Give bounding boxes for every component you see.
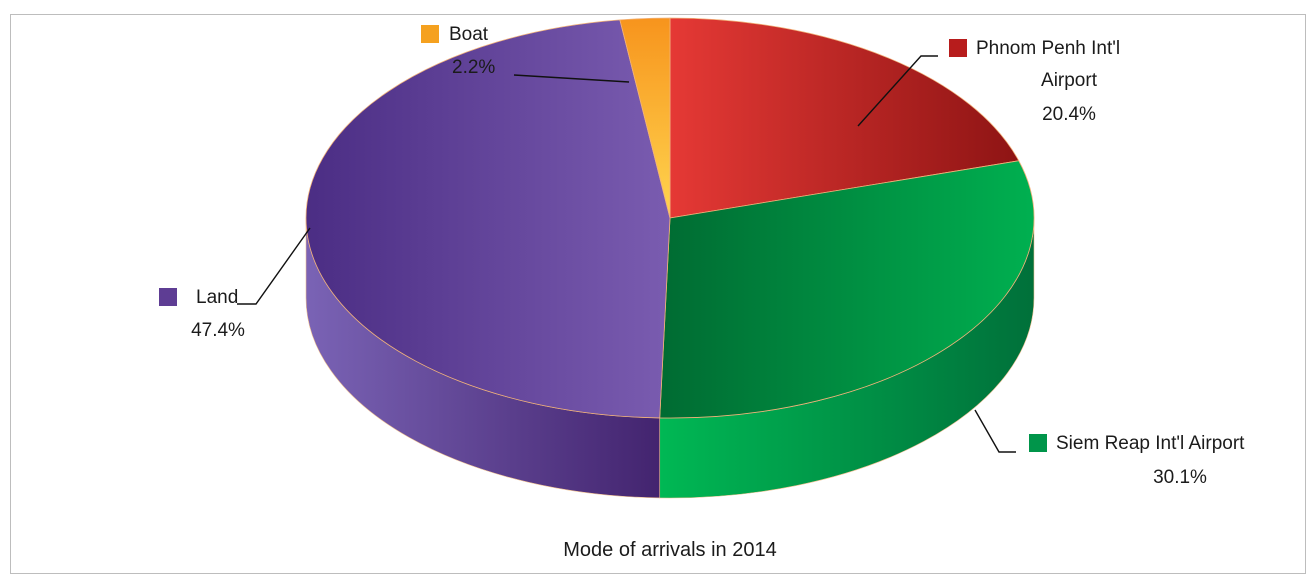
pie-labels-layer: Phnom Penh Int'l Airport 20.4% Siem Reap In… [159,24,1245,488]
pie-slice [659,160,1035,419]
legend-marker [1029,434,1047,452]
label-leader-line [974,409,1016,453]
slice-value-label: 2.2% [452,57,495,78]
pie-top-layer [305,17,1035,419]
legend-marker [421,25,439,43]
slice-name-label: Phnom Penh Int'l [976,38,1120,59]
legend-marker [949,39,967,57]
slice-value-label: 30.1% [1153,467,1207,488]
slice-value-label: 47.4% [191,320,245,341]
pie-slice [305,19,671,419]
chart-title: Mode of arrivals in 2014 [563,539,776,561]
label-leader-line [237,227,311,305]
pie-slice [619,17,671,219]
slice-name-label: Siem Reap Int'l Airport [1056,433,1245,454]
label-leader-line [513,74,630,83]
slice-value-label: 20.4% [1042,104,1096,125]
legend-marker [159,288,177,306]
slice-name-label: Airport [1041,70,1098,91]
slice-name-label: Boat [449,24,489,45]
label-leader-line [857,55,938,127]
slice-name-label: Land [196,287,238,308]
pie-slice [669,17,1020,219]
